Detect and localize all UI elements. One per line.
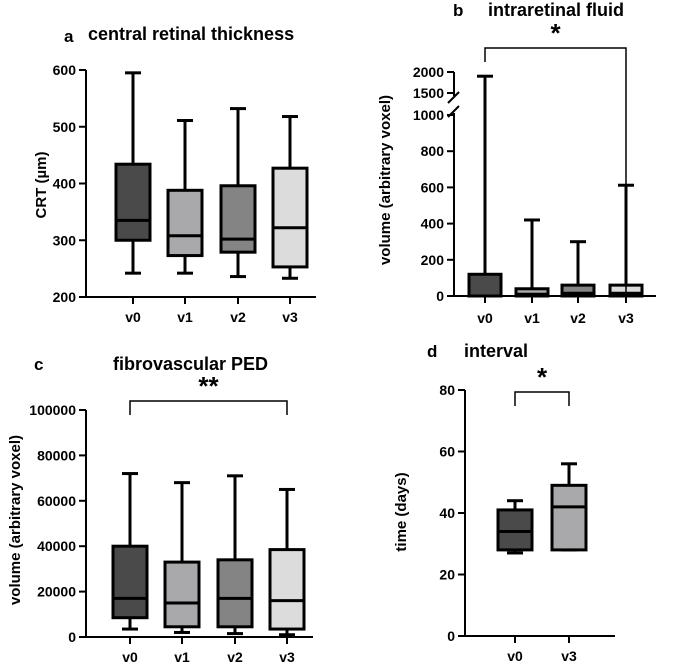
panel-d-y-axis-label: time (days) (393, 472, 410, 551)
panel-b-title: intraretinal fluid (488, 0, 624, 20)
panel-c-plot: 0 20000 40000 60000 80000 100000 v0 v1 v2 v3 ** (29, 371, 313, 665)
panel-b-significance-bracket (484, 47, 627, 297)
panel-b: b intraretinal fluid volume (arbitrary v… (377, 0, 656, 326)
panel-a-y-tick-label: 500 (53, 119, 77, 135)
panel-a-box-v2-box (219, 184, 257, 254)
panel-b-y-tick-label: 0 (436, 288, 444, 304)
panel-c-box-v1-box (163, 560, 201, 629)
panel-c-y-tick-label: 0 (68, 629, 76, 645)
panel-c-box-v3-box (268, 548, 306, 631)
panel-c-significance-label: ** (198, 371, 219, 401)
panel-d-x-tick-label: v0 (507, 648, 523, 664)
panel-c-y-tick-label: 100000 (29, 402, 76, 418)
panel-d-letter: d (427, 342, 437, 361)
panel-b-box-v1-box (514, 287, 550, 298)
panel-a-box-v1-box (166, 188, 204, 258)
panel-a-y-tick-label: 200 (53, 289, 77, 305)
panel-c-title: fibrovascular PED (113, 354, 268, 374)
panel-b-x-tick-label: v3 (618, 310, 634, 326)
panel-a-x-tick-label: v3 (282, 309, 298, 325)
panel-c-y-axis-label: volume (arbitrary voxel) (7, 435, 24, 605)
panel-b-box-v0-box (467, 272, 503, 298)
panel-c-significance-bracket (129, 400, 288, 415)
panel-b-y-tick-label: 1500 (413, 85, 444, 101)
panel-d-box-v0-box (496, 508, 534, 552)
panel-d-significance-bracket (514, 391, 570, 406)
panel-c: c fibrovascular PED volume (arbitrary vo… (7, 354, 313, 665)
panel-c-x-tick-label: v0 (122, 649, 138, 665)
panel-c-y-tick-label: 40000 (37, 538, 76, 554)
panel-d: d interval time (days) 0 20 40 60 80 v0 v3 * (393, 341, 615, 664)
panel-d-significance-label: * (537, 362, 548, 392)
panel-a-x-tick-label: v2 (230, 309, 246, 325)
panel-b-x-tick-label: v1 (524, 310, 540, 326)
panel-b-x-tick-label: v0 (477, 310, 493, 326)
panel-c-box-v2-box (216, 558, 254, 629)
panel-a: a central retinal thickness CRT (µm) 200… (33, 24, 316, 325)
panel-a-plot: 200 300 400 500 600 v0 v1 v2 v3 (53, 62, 316, 325)
panel-d-title: interval (464, 341, 528, 361)
panel-b-y-tick-label: 400 (421, 216, 445, 232)
panel-b-y-tick-label: 800 (421, 143, 445, 159)
panel-b-significance-label: * (550, 18, 561, 48)
panel-c-box-v0-box (111, 544, 149, 620)
panel-a-box-v0-box (114, 162, 152, 242)
panel-a-x-tick-label: v1 (177, 309, 193, 325)
panel-d-y-tick-label: 60 (439, 444, 455, 460)
panel-c-x-tick-label: v3 (279, 649, 295, 665)
panel-d-plot: 0 20 40 60 80 v0 v3 * (439, 362, 615, 664)
panel-a-y-axis-label: CRT (µm) (33, 152, 50, 219)
panel-d-y-tick-label: 80 (439, 382, 455, 398)
panel-b-x-tick-label: v2 (570, 310, 586, 326)
panel-a-letter: a (64, 27, 74, 46)
panel-b-y-tick-label: 600 (421, 179, 445, 195)
panel-b-y-tick-label: 2000 (413, 64, 444, 80)
panel-a-x-tick-label: v0 (125, 309, 141, 325)
panel-b-box-v2-box (560, 283, 596, 298)
panel-c-y-tick-label: 80000 (37, 447, 76, 463)
panel-a-y-tick-label: 400 (53, 176, 77, 192)
panel-b-y-tick-label: 200 (421, 252, 445, 268)
panel-a-y-tick-label: 600 (53, 62, 77, 78)
panel-d-box-v3-box (550, 483, 588, 552)
panel-d-x-tick-label: v3 (561, 648, 577, 664)
panel-b-axis-break-mark (447, 91, 460, 104)
panel-c-y-tick-label: 60000 (37, 493, 76, 509)
panel-d-y-tick-label: 40 (439, 505, 455, 521)
panel-c-x-tick-label: v2 (227, 649, 243, 665)
panel-a-y-tick-label: 300 (53, 232, 77, 248)
panel-a-box-v3-box (271, 166, 309, 269)
panel-b-letter: b (453, 1, 463, 20)
panel-c-x-tick-label: v1 (174, 649, 190, 665)
panel-d-y-tick-label: 20 (439, 567, 455, 583)
panel-d-y-tick-label: 0 (447, 628, 455, 644)
panel-c-letter: c (34, 355, 43, 374)
panel-c-y-tick-label: 20000 (37, 584, 76, 600)
panel-a-title: central retinal thickness (88, 24, 294, 44)
panel-b-plot: 0 200 400 600 800 1000 1500 2000 v0 v1 v2 v3 * (413, 18, 656, 326)
panel-b-y-axis-label: volume (arbitrary voxel) (377, 95, 394, 265)
panel-b-y-tick-label: 1000 (413, 107, 444, 123)
